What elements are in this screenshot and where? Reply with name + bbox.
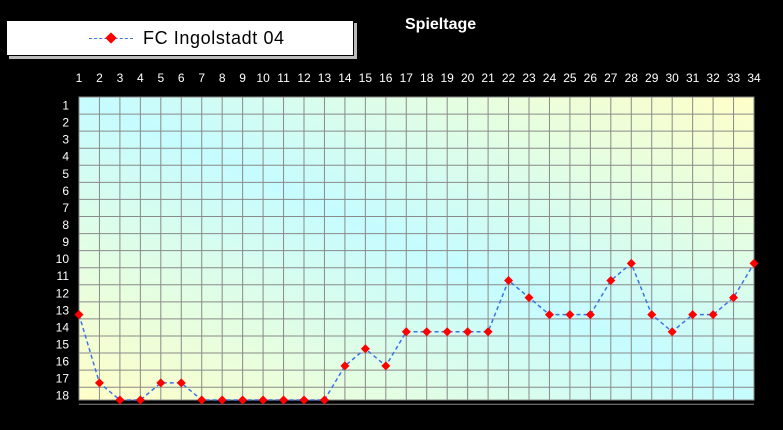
y-tick-label: 2 xyxy=(62,116,69,130)
x-tick-label: 22 xyxy=(502,71,516,85)
x-tick-label: 2 xyxy=(96,71,103,85)
y-tick-label: 14 xyxy=(56,320,70,334)
x-tick-label: 14 xyxy=(338,71,352,85)
x-tick-label: 21 xyxy=(481,71,495,85)
x-tick-label: 16 xyxy=(379,71,393,85)
data-point xyxy=(401,327,411,337)
data-point xyxy=(463,327,473,337)
x-tick-label: 9 xyxy=(239,71,246,85)
y-tick-label: 18 xyxy=(56,389,70,403)
y-tick-label: 12 xyxy=(56,286,70,300)
data-point xyxy=(319,395,329,405)
data-point xyxy=(381,361,391,371)
y-tick-label: 16 xyxy=(56,355,70,369)
data-point xyxy=(708,310,718,320)
x-tick-label: 3 xyxy=(117,71,124,85)
data-point xyxy=(442,327,452,337)
y-tick-label: 5 xyxy=(62,167,69,181)
x-tick-label: 15 xyxy=(359,71,373,85)
x-tick-label: 6 xyxy=(178,71,185,85)
x-tick-label: 11 xyxy=(277,71,290,85)
x-tick-label: 17 xyxy=(400,71,414,85)
data-point xyxy=(606,276,616,286)
x-tick-label: 1 xyxy=(76,71,83,85)
legend-diamond-icon xyxy=(105,32,117,44)
x-tick-label: 26 xyxy=(584,71,598,85)
x-tick-label: 12 xyxy=(297,71,311,85)
data-point xyxy=(238,395,248,405)
chart-title: Spieltage xyxy=(405,16,477,33)
data-point xyxy=(504,276,514,286)
legend: FC Ingolstadt 04 xyxy=(6,20,354,56)
x-tick-label: 27 xyxy=(604,71,618,85)
y-tick-label: 13 xyxy=(56,303,70,317)
series-layer xyxy=(74,258,759,405)
x-axis-ticks: 1 2 3 4 5 6 7 8 9 10 11 12 13 14 15 16 17 18 19 20 21 22 23 24 2… xyxy=(76,71,761,85)
x-tick-label: 4 xyxy=(137,71,144,85)
grid-lines xyxy=(78,96,755,405)
x-tick-label: 18 xyxy=(420,71,434,85)
data-point xyxy=(483,327,493,337)
data-point xyxy=(749,258,759,268)
x-tick-label: 30 xyxy=(666,71,680,85)
y-tick-label: 1 xyxy=(62,99,69,113)
data-point xyxy=(544,310,554,320)
x-tick-label: 5 xyxy=(157,71,164,85)
y-tick-label: 10 xyxy=(56,252,70,266)
y-tick-label: 6 xyxy=(62,184,69,198)
data-point xyxy=(197,395,207,405)
data-point xyxy=(74,310,84,320)
data-point xyxy=(299,395,309,405)
data-point xyxy=(524,293,534,303)
y-tick-label: 4 xyxy=(62,150,69,164)
x-tick-label: 24 xyxy=(543,71,557,85)
series-line xyxy=(78,262,755,401)
data-point xyxy=(156,378,166,388)
y-tick-label: 9 xyxy=(62,235,69,249)
data-point xyxy=(667,327,677,337)
x-tick-label: 31 xyxy=(686,71,700,85)
data-point xyxy=(626,258,636,268)
x-tick-label: 34 xyxy=(747,71,761,85)
y-tick-label: 8 xyxy=(62,218,69,232)
data-point xyxy=(688,310,698,320)
y-tick-label: 11 xyxy=(57,269,70,283)
x-tick-label: 19 xyxy=(441,71,455,85)
data-point xyxy=(340,361,350,371)
x-tick-label: 8 xyxy=(219,71,226,85)
x-tick-label: 25 xyxy=(563,71,577,85)
x-tick-label: 20 xyxy=(461,71,475,85)
plot-area xyxy=(79,97,754,400)
x-tick-label: 29 xyxy=(645,71,659,85)
data-point xyxy=(258,395,268,405)
y-tick-label: 17 xyxy=(56,372,70,386)
x-tick-label: 10 xyxy=(256,71,270,85)
x-tick-label: 13 xyxy=(318,71,332,85)
x-tick-label: 28 xyxy=(625,71,639,85)
data-point xyxy=(565,310,575,320)
data-point xyxy=(176,378,186,388)
x-tick-label: 23 xyxy=(522,71,536,85)
legend-series-label: FC Ingolstadt 04 xyxy=(143,28,285,48)
data-point xyxy=(422,327,432,337)
y-tick-label: 15 xyxy=(56,338,70,352)
x-tick-label: 33 xyxy=(727,71,741,85)
data-point xyxy=(115,395,125,405)
data-point xyxy=(135,395,145,405)
x-tick-label: 7 xyxy=(198,71,205,85)
data-point xyxy=(217,395,227,405)
data-point xyxy=(279,395,289,405)
x-tick-label: 32 xyxy=(706,71,720,85)
data-point xyxy=(94,378,104,388)
data-point xyxy=(729,293,739,303)
data-point xyxy=(585,310,595,320)
data-point xyxy=(647,310,657,320)
plot-border xyxy=(78,96,755,401)
y-tick-label: 7 xyxy=(62,201,69,215)
data-point xyxy=(360,344,370,354)
y-tick-label: 3 xyxy=(62,133,69,147)
